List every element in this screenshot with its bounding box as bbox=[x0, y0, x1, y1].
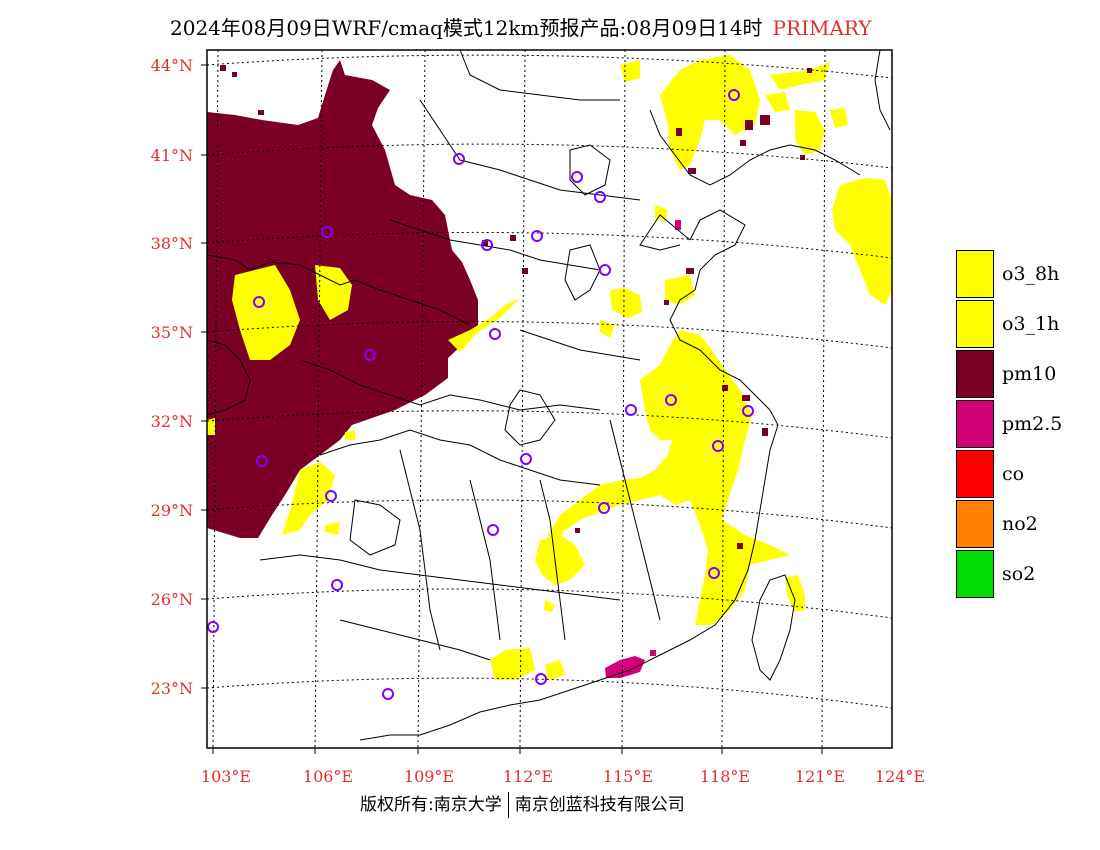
lat-ticks bbox=[201, 64, 207, 689]
legend-swatch bbox=[956, 250, 994, 298]
legend-label: pm10 bbox=[1002, 363, 1057, 385]
legend-swatch bbox=[956, 300, 994, 348]
lon-label: 121°E bbox=[795, 767, 845, 786]
legend-item-o3-8h: o3_8h bbox=[956, 249, 1096, 299]
legend-item-co: co bbox=[956, 449, 1096, 499]
title-main: 2024年08月09日WRF/cmaq模式12km预报产品:08月09日14时 bbox=[170, 16, 763, 40]
lon-labels: 103°E 106°E 109°E 112°E 115°E 118°E 121°… bbox=[201, 767, 925, 786]
map-title: 2024年08月09日WRF/cmaq模式12km预报产品:08月09日14时 P… bbox=[170, 12, 872, 41]
legend-swatch bbox=[956, 500, 994, 548]
legend-label: co bbox=[1002, 463, 1025, 485]
lon-label: 115°E bbox=[603, 767, 653, 786]
copyright-divider bbox=[507, 792, 509, 818]
legend-item-no2: no2 bbox=[956, 499, 1096, 549]
lat-label: 35°N bbox=[151, 323, 193, 342]
legend-swatch bbox=[956, 450, 994, 498]
station-markers bbox=[207, 89, 754, 700]
legend-label: o3_1h bbox=[1002, 313, 1060, 335]
lat-label: 38°N bbox=[151, 234, 193, 253]
legend-item-pm25: pm2.5 bbox=[956, 399, 1096, 449]
map-frame bbox=[206, 49, 893, 749]
lat-label: 32°N bbox=[151, 412, 193, 431]
legend-item-o3-1h: o3_1h bbox=[956, 299, 1096, 349]
copyright: 版权所有:南京大学 南京创蓝科技有限公司 bbox=[360, 790, 685, 818]
lon-label: 124°E bbox=[875, 767, 925, 786]
copyright-company: 南京创蓝科技有限公司 bbox=[514, 795, 685, 815]
legend-swatch bbox=[956, 400, 994, 448]
lat-label: 29°N bbox=[151, 501, 193, 520]
pm10-specks bbox=[220, 65, 812, 549]
lon-label: 118°E bbox=[700, 767, 750, 786]
copyright-owner: 版权所有:南京大学 bbox=[360, 795, 502, 815]
lat-label: 44°N bbox=[151, 56, 193, 75]
lat-label: 23°N bbox=[151, 679, 193, 698]
legend-item-pm10: pm10 bbox=[956, 349, 1096, 399]
lon-label: 109°E bbox=[404, 767, 454, 786]
legend: o3_8h o3_1h pm10 pm2.5 co no2 so2 bbox=[956, 249, 1096, 599]
lon-label: 106°E bbox=[303, 767, 353, 786]
legend-item-so2: so2 bbox=[956, 549, 1096, 599]
lon-ticks bbox=[212, 748, 823, 754]
lat-label: 26°N bbox=[151, 590, 193, 609]
lon-label: 112°E bbox=[503, 767, 553, 786]
lon-label: 103°E bbox=[201, 767, 251, 786]
legend-label: no2 bbox=[1002, 513, 1038, 535]
boundaries bbox=[207, 50, 891, 741]
pm25-regions bbox=[605, 220, 681, 678]
map-content bbox=[207, 50, 892, 748]
lat-label: 41°N bbox=[151, 146, 193, 165]
lat-labels: 44°N 41°N 38°N 35°N 32°N 29°N 26°N 23°N bbox=[151, 56, 193, 698]
primary-tag: PRIMARY bbox=[772, 16, 872, 40]
legend-swatch bbox=[956, 550, 994, 598]
legend-label: so2 bbox=[1002, 563, 1036, 585]
legend-swatch bbox=[956, 350, 994, 398]
legend-label: o3_8h bbox=[1002, 263, 1060, 285]
ozone-regions bbox=[207, 55, 892, 680]
legend-label: pm2.5 bbox=[1002, 413, 1063, 435]
